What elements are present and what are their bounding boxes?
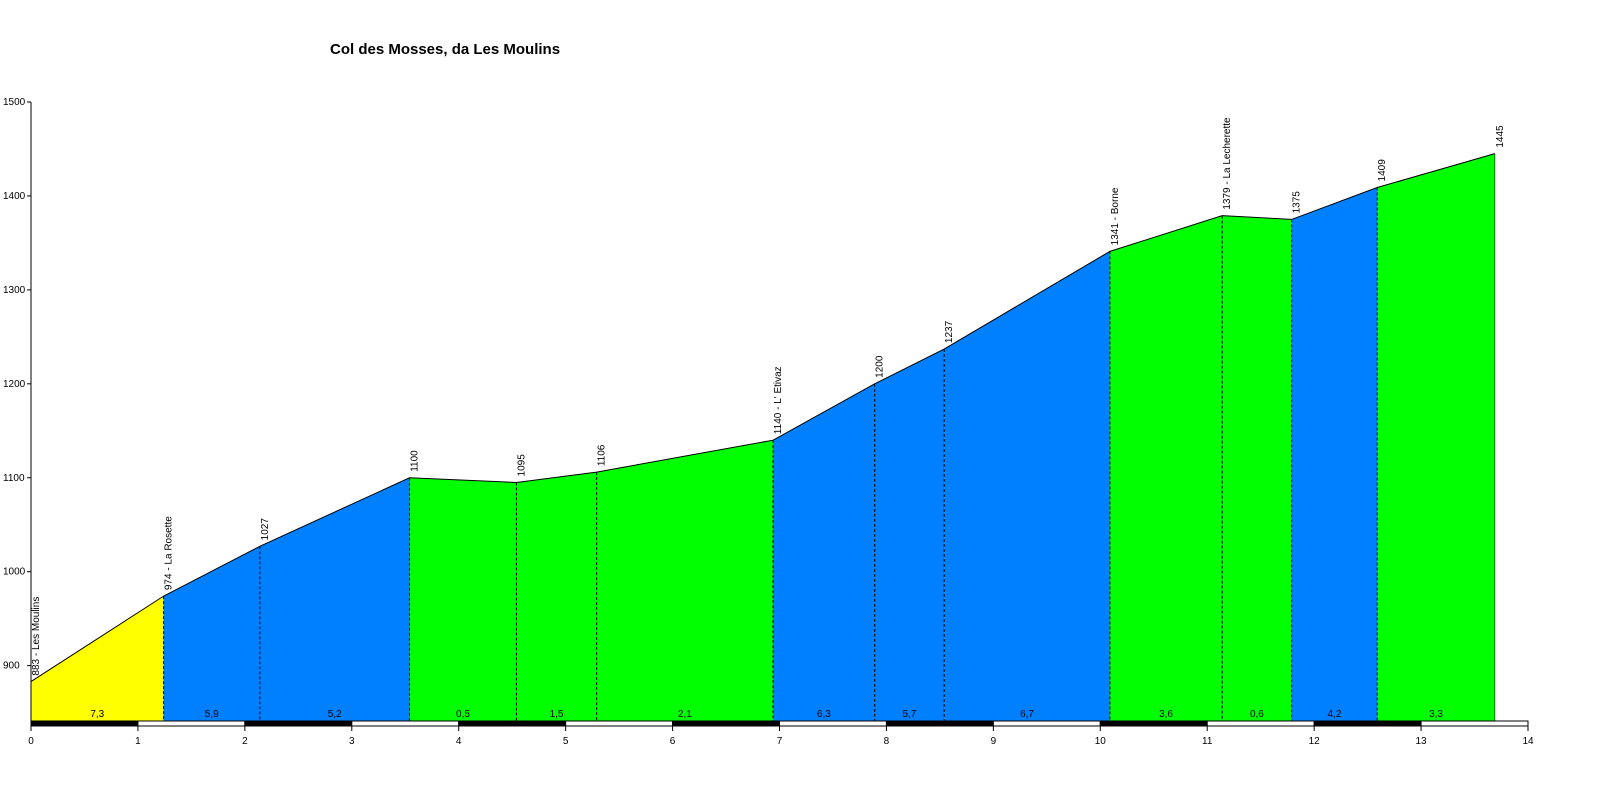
segment-fill [944, 251, 1110, 722]
gradient-label: 0,5 [456, 709, 470, 720]
segment-fill [259, 477, 410, 722]
x-tick-label: 3 [349, 736, 355, 747]
segment-fill [1109, 215, 1223, 722]
x-tick-label: 11 [1202, 736, 1213, 747]
point-label: 1445 [1495, 125, 1506, 148]
gradient-label: 2,1 [678, 709, 692, 720]
segment-fill [31, 596, 164, 722]
x-tick-label: 2 [242, 736, 248, 747]
y-tick-label: 900 [3, 661, 20, 672]
gradient-label: 3,3 [1429, 709, 1443, 720]
gradient-label: 1,5 [550, 709, 564, 720]
point-label: 1341 - Borne [1110, 187, 1121, 245]
x-tick-label: 1 [135, 736, 141, 747]
scale-bar-block [672, 720, 780, 727]
x-tick-label: 9 [991, 736, 997, 747]
gradient-label: 5,9 [205, 709, 219, 720]
profile-line [30, 153, 1495, 683]
point-label: 1200 [875, 355, 886, 378]
x-tick-label: 14 [1522, 736, 1534, 747]
y-tick-label: 1500 [3, 97, 26, 108]
scale-bar-block [351, 720, 460, 727]
segment-fill [596, 440, 774, 722]
gradient-label: 3,6 [1159, 709, 1173, 720]
x-tick-label: 0 [28, 736, 34, 747]
gradient-label: 6,7 [1020, 709, 1034, 720]
point-label: 1106 [597, 444, 608, 466]
gradient-label: 0,6 [1250, 709, 1264, 720]
point-labels: 883 - Les Moulins 974 - La Rosette 1027 110… [31, 117, 1506, 676]
scale-bar-block [885, 720, 994, 727]
y-tick-label: 1200 [3, 379, 26, 390]
y-tick-label: 1300 [3, 285, 26, 296]
segment-fill [874, 349, 945, 722]
scale-bar-block [1099, 720, 1208, 727]
point-label: 1100 [410, 450, 421, 472]
x-tick-label: 10 [1095, 736, 1107, 747]
gradient-label: 5,2 [328, 709, 342, 720]
point-label: 1095 [516, 454, 527, 477]
segment-fill [409, 477, 517, 722]
x-tick-label: 12 [1309, 736, 1321, 747]
gradient-labels: 7,3 5,9 5,2 0,5 1,5 2,1 6,3 5,7 6,7 3,6 0,6 4,2 3,3 [90, 709, 1443, 720]
segment-fill [1222, 215, 1292, 722]
scale-bar-block [1206, 720, 1315, 727]
x-tick-label: 8 [884, 736, 890, 747]
gradient-label: 7,3 [90, 709, 104, 720]
gradient-label: 5,7 [902, 709, 916, 720]
x-tick-label: 6 [670, 736, 676, 747]
point-label: 1237 [944, 320, 955, 343]
segment-fill [516, 472, 597, 722]
point-label: 1027 [260, 518, 271, 541]
point-label: 974 - La Rosette [164, 516, 175, 590]
segment-fill [1291, 187, 1378, 722]
point-label: 1379 - La Lecherette [1222, 117, 1233, 210]
distance-scale-bar [30, 720, 1529, 727]
profile-line-group [30, 153, 1495, 683]
chart-title: Col des Mosses, da Les Moulins [330, 41, 560, 58]
segment-fill [773, 383, 875, 722]
scale-bar-block [992, 720, 1101, 727]
scale-bar-block [565, 720, 674, 727]
scale-bar-block [30, 720, 139, 727]
point-label: 1409 [1377, 159, 1388, 182]
point-label: 1140 - L' Etivaz [773, 366, 784, 434]
point-label: 1375 [1292, 191, 1303, 214]
scale-bar-block [1313, 720, 1422, 727]
x-tick-label: 5 [563, 736, 569, 747]
segment-fill [1377, 153, 1495, 722]
scale-bar-block [458, 720, 567, 727]
segment-fills [31, 153, 1495, 722]
gradient-label: 4,2 [1328, 709, 1342, 720]
scale-bar-block [137, 720, 246, 727]
y-tick-label: 1400 [3, 191, 26, 202]
y-tick-label: 1100 [3, 473, 25, 484]
segment-dividers [163, 153, 1496, 722]
x-tick-label: 13 [1416, 736, 1428, 747]
point-label: 883 - Les Moulins [31, 597, 42, 676]
y-tick-label: 1000 [3, 567, 26, 578]
scale-bar-block [1420, 720, 1529, 727]
x-tick-label: 4 [456, 736, 462, 747]
scale-bar-block [779, 720, 887, 727]
segment-fill [163, 546, 260, 722]
scale-bar-block [244, 720, 353, 727]
gradient-label: 6,3 [817, 709, 831, 720]
x-tick-label: 7 [777, 736, 783, 747]
